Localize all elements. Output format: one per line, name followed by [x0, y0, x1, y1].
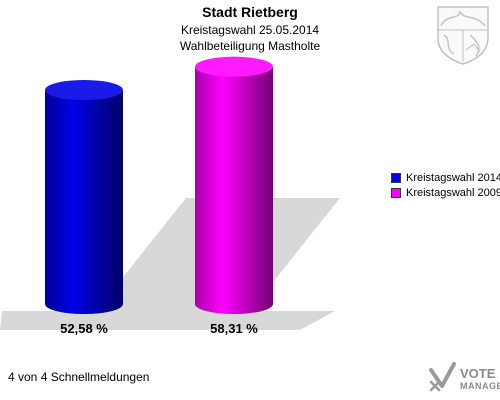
nrw-coat-of-arms-icon [437, 6, 489, 65]
bar-top [195, 56, 273, 77]
vote-manager-logo-line1: VOTE [460, 366, 496, 381]
legend-label-2014: Kreistagswahl 2014 [406, 172, 500, 184]
bar-2009 [195, 56, 273, 315]
vote-manager-logo-line2: MANAGER [460, 381, 500, 391]
legend-swatch-2014 [391, 173, 401, 183]
bar-body [45, 90, 123, 314]
bar-2014 [45, 80, 123, 314]
chart-subtitle: Kreistagswahl 25.05.2014 [180, 23, 320, 37]
footer-status: 4 von 4 Schnellmeldungen [8, 370, 150, 384]
chart-title: Stadt Rietberg [202, 4, 298, 20]
legend-swatch-2009 [391, 188, 401, 198]
value-label-2014: 52,58 % [60, 321, 108, 336]
value-label-2009: 58,31 % [210, 321, 258, 336]
bar-body [195, 66, 273, 315]
vote-manager-logo-icon [429, 362, 456, 392]
chart-subtitle-2: Wahlbeteiligung Mastholte [179, 39, 321, 53]
bar-top [45, 80, 123, 100]
legend-label-2009: Kreistagswahl 2009 [406, 187, 500, 199]
